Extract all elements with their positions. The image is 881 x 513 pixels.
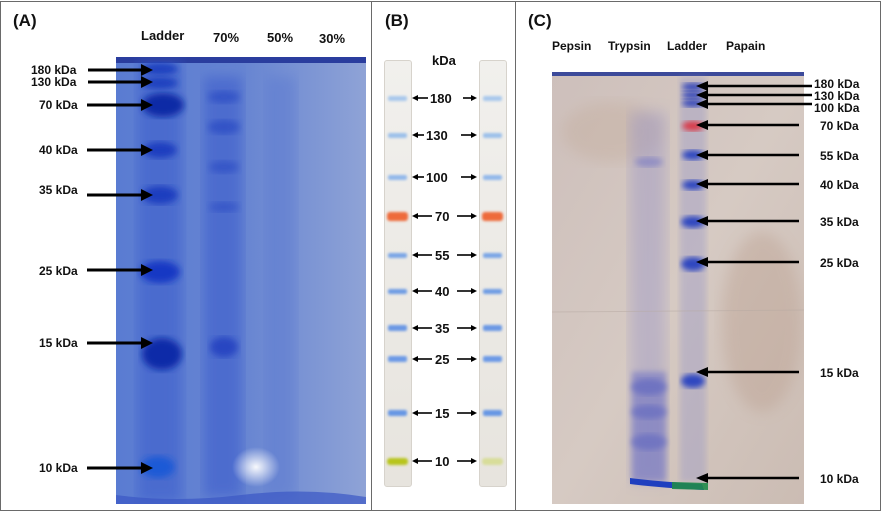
lane-title-ladder: Ladder	[141, 28, 185, 43]
marker-c-55: 55 kDa	[820, 149, 859, 163]
marker-c-100: 100 kDa	[814, 101, 860, 115]
marker-c-40: 40 kDa	[820, 178, 859, 192]
arrows-a	[87, 64, 153, 474]
lane-title-30: 30%	[319, 31, 346, 46]
lane-title-70: 70%	[213, 30, 240, 45]
panel-c-label: (C)	[528, 11, 552, 30]
marker-c-35: 35 kDa	[820, 215, 859, 229]
lane-title-pepsin: Pepsin	[552, 39, 592, 53]
marker-b-25: 25	[435, 352, 450, 367]
marker-a-70: 70 kDa	[39, 98, 78, 112]
ladder-b-bands	[387, 95, 503, 465]
marker-c-10: 10 kDa	[820, 472, 859, 486]
panel-a-label: (A)	[13, 11, 37, 30]
marker-a-40: 40 kDa	[39, 143, 78, 157]
arrows-c	[696, 81, 812, 483]
marker-c-15: 15 kDa	[820, 366, 859, 380]
marker-c-180: 180 kDa	[814, 77, 860, 91]
lane-title-trypsin: Trypsin	[608, 39, 651, 53]
marker-b-55: 55	[435, 248, 450, 263]
gel-c-image	[552, 72, 804, 504]
panel-a: (A) Ladder 70% 50% 30%	[0, 1, 372, 511]
marker-a-25: 25 kDa	[39, 264, 78, 278]
marker-a-180: 180 kDa	[31, 63, 77, 77]
panel-c: (C) Pepsin Trypsin Ladder Papain	[515, 1, 881, 511]
marker-c-130: 130 kDa	[814, 89, 860, 103]
marker-b-70: 70	[435, 209, 450, 224]
lane-title-ladder-c: Ladder	[667, 39, 708, 53]
panel-b-label: (B)	[385, 11, 409, 30]
marker-b-180: 180	[430, 91, 452, 106]
marker-a-15: 15 kDa	[39, 336, 78, 350]
lane-title-papain: Papain	[726, 39, 766, 53]
marker-a-35: 35 kDa	[39, 183, 78, 197]
marker-b-40: 40	[435, 284, 450, 299]
marker-a-130: 130 kDa	[31, 75, 77, 89]
gel-a-image	[116, 57, 366, 504]
marker-a-10: 10 kDa	[39, 461, 78, 475]
marker-b-10: 10	[435, 454, 450, 469]
lane-title-50: 50%	[267, 30, 294, 45]
marker-b-35: 35	[435, 321, 450, 336]
marker-c-70: 70 kDa	[820, 119, 859, 133]
marker-b-130: 130	[426, 128, 448, 143]
panel-b: (B) kDa	[371, 1, 516, 511]
marker-c-25: 25 kDa	[820, 256, 859, 270]
marker-b-100: 100	[426, 170, 448, 185]
marker-b-15: 15	[435, 406, 450, 421]
panel-b-unit: kDa	[432, 53, 456, 68]
